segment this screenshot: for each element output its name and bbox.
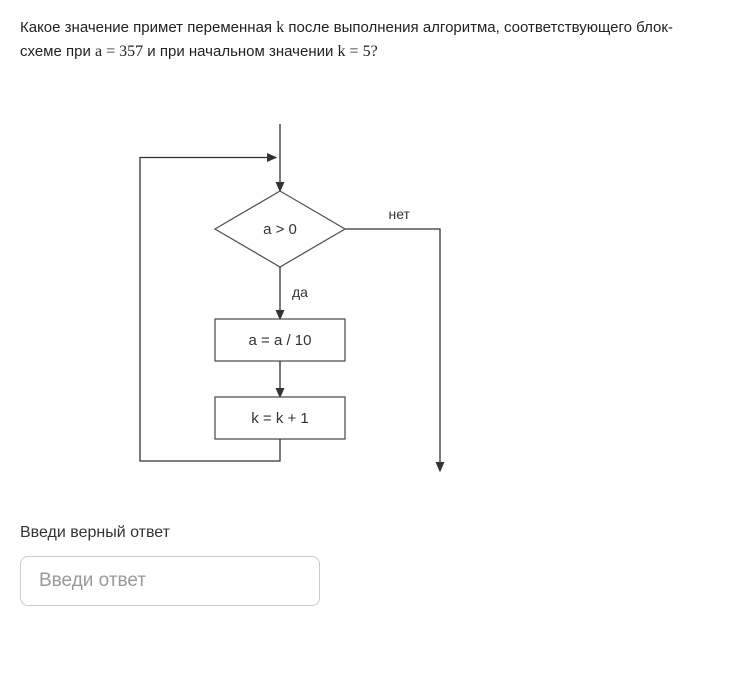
q-part1: Какое значение примет переменная	[20, 19, 276, 36]
svg-text:k = k + 1: k = k + 1	[251, 410, 309, 427]
svg-text:a = a / 10: a = a / 10	[249, 332, 312, 349]
answer-input[interactable]	[20, 556, 320, 606]
svg-text:нет: нет	[389, 206, 411, 222]
flowchart: a > 0 да a = a / 10 k = k + 1 нет	[100, 104, 560, 484]
q-part3: и при начальном значении	[143, 43, 337, 60]
question-text: Какое значение примет переменная k после…	[20, 16, 714, 64]
answer-prompt: Введи верный ответ	[20, 524, 714, 542]
svg-text:a > 0: a > 0	[263, 221, 297, 238]
q-eq-k: k = 5	[338, 43, 371, 60]
q-eq-a: a = 357	[95, 43, 143, 60]
svg-text:да: да	[292, 284, 308, 300]
q-qmark: ?	[371, 43, 378, 60]
